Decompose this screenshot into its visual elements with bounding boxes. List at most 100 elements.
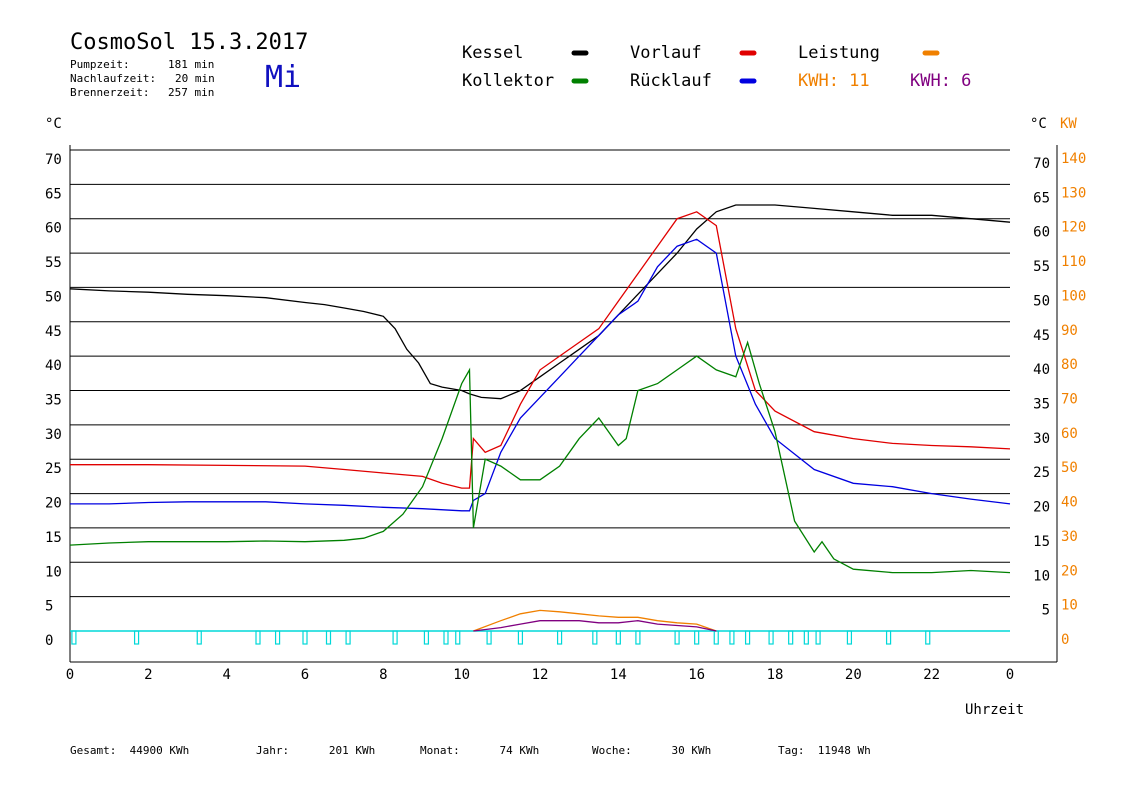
pump-marker (517, 630, 524, 645)
y-tick-right-power: 20 (1061, 563, 1078, 579)
y-tick-right-temp: 30 (1033, 431, 1050, 447)
footer-monat: Monat: 74 KWh (420, 744, 540, 757)
y-tick-right-temp: 65 (1033, 190, 1050, 206)
y-tick-left: 65 (45, 186, 62, 202)
x-tick: 20 (845, 667, 862, 683)
page-title: CosmoSol 15.3.2017 (70, 30, 309, 55)
pump-marker (694, 630, 700, 645)
pump-marker (885, 630, 892, 645)
y-tick-right-temp: 70 (1033, 156, 1050, 172)
pump-marker (744, 630, 751, 645)
series-line-kessel (69, 204, 1011, 400)
pump-marker (274, 630, 281, 645)
y-tick-left: 15 (45, 530, 62, 546)
x-tick: 8 (379, 667, 387, 683)
series-line-vorlauf (70, 211, 1011, 489)
pump-marker (325, 630, 332, 645)
pump-marker (133, 630, 140, 645)
legend-leistung-label: Leistung (798, 43, 880, 63)
series-line-kollektor (69, 340, 1011, 574)
y-tick-left: 40 (45, 358, 62, 374)
x-tick: 18 (767, 667, 784, 683)
y-tick-right-temp: 45 (1033, 328, 1050, 344)
legend-kwh-solar: KWH: 11 (798, 71, 870, 91)
y-tick-right-power: 90 (1061, 323, 1078, 339)
y-tick-right-power: 10 (1061, 598, 1078, 614)
y-tick-left: 5 (45, 599, 53, 615)
pump-marker (803, 630, 809, 645)
x-tick: 0 (66, 667, 74, 683)
y-tick-right-power: 40 (1061, 495, 1078, 511)
y-tick-right-temp: 40 (1033, 362, 1050, 378)
y-tick-left: 20 (45, 496, 62, 512)
pump-marker (302, 630, 308, 645)
weekday-label: Mi (265, 60, 302, 95)
x-tick: 22 (923, 667, 940, 683)
pump-marker (392, 630, 398, 645)
y-tick-left: 35 (45, 393, 62, 409)
pump-marker (846, 630, 853, 645)
right-axis-unit-power: KW (1060, 116, 1077, 132)
pump-marker (592, 630, 598, 645)
series-line-leistung (473, 609, 717, 632)
y-tick-left: 30 (45, 427, 62, 443)
y-tick-right-temp: 25 (1033, 465, 1050, 481)
left-axis-unit: °C (45, 116, 62, 132)
y-tick-right-temp: 20 (1033, 500, 1050, 516)
stat-nachlaufzeit: Nachlaufzeit: 20 min (70, 72, 215, 85)
y-tick-left: 0 (45, 633, 53, 649)
y-tick-right-power: 60 (1061, 426, 1078, 442)
x-axis-label: Uhrzeit (965, 702, 1025, 718)
x-tick: 14 (610, 667, 627, 683)
pump-marker (423, 630, 430, 645)
legend-kollektor-label: Kollektor (462, 71, 555, 91)
y-tick-right-power: 70 (1061, 392, 1078, 408)
pump-marker (71, 630, 77, 645)
y-tick-right-power: 110 (1061, 254, 1086, 270)
footer-jahr: Jahr: 201 KWh (256, 744, 376, 757)
x-tick: 16 (688, 667, 705, 683)
legend-kessel-label: Kessel (462, 43, 524, 63)
y-tick-left: 70 (45, 152, 62, 168)
y-tick-left: 60 (45, 221, 62, 237)
pump-marker (635, 630, 641, 645)
stat-pumpzeit: Pumpzeit: 181 min (70, 58, 215, 71)
y-tick-right-power: 30 (1061, 529, 1078, 545)
y-tick-right-temp: 5 (1042, 603, 1050, 619)
legend-vorlauf-label: Vorlauf (630, 43, 702, 63)
pump-marker (729, 630, 735, 645)
x-tick: 6 (301, 667, 309, 683)
series-line-rcklauf (70, 238, 1011, 512)
pump-marker (345, 630, 351, 645)
footer-woche: Woche: 30 KWh (592, 744, 712, 757)
y-tick-right-power: 140 (1061, 151, 1086, 167)
x-tick: 2 (144, 667, 152, 683)
pump-marker (788, 630, 794, 645)
y-tick-right-power: 0 (1061, 632, 1069, 648)
y-tick-left: 45 (45, 324, 62, 340)
y-tick-right-power: 50 (1061, 460, 1078, 476)
footer-tag: Tag: 11948 Wh (778, 744, 871, 757)
pump-marker (674, 630, 680, 645)
legend-ruecklauf-label: Rücklauf (630, 71, 712, 91)
pump-marker (925, 630, 931, 645)
x-tick: 12 (532, 667, 549, 683)
pump-marker (196, 630, 202, 645)
y-tick-right-temp: 55 (1033, 259, 1050, 275)
x-tick: 10 (453, 667, 470, 683)
y-tick-right-temp: 60 (1033, 225, 1050, 241)
y-tick-right-temp: 35 (1033, 397, 1050, 413)
pump-marker (815, 630, 821, 645)
y-tick-right-power: 100 (1061, 288, 1086, 304)
pump-marker (255, 630, 261, 645)
y-tick-right-temp: 15 (1033, 534, 1050, 550)
y-tick-left: 10 (45, 564, 62, 580)
legend-kwh-burner: KWH: 6 (910, 71, 972, 91)
pump-marker (615, 630, 621, 645)
series-line-brenner (473, 620, 717, 632)
right-axis-unit-temp: °C (1030, 116, 1047, 132)
y-tick-right-power: 120 (1061, 220, 1086, 236)
y-tick-left: 55 (45, 255, 62, 271)
footer-gesamt: Gesamt: 44900 KWh (70, 744, 190, 757)
y-tick-right-temp: 50 (1033, 293, 1050, 309)
